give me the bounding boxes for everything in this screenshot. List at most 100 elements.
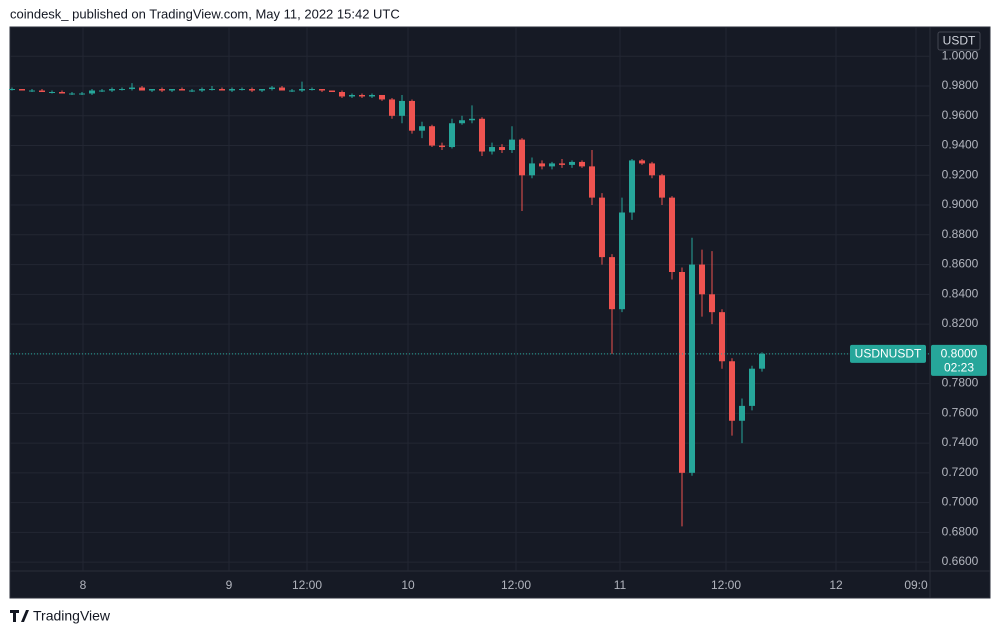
candle-body [699, 264, 705, 295]
candle-body [399, 100, 405, 116]
y-tick-label: 0.8400 [942, 286, 979, 300]
candle-body [329, 90, 335, 93]
candle-body [509, 139, 515, 151]
candle-body [79, 93, 85, 95]
x-tick-label: 11 [614, 578, 627, 592]
candle-body [199, 89, 205, 91]
candle-body [479, 118, 485, 152]
candle-body [659, 175, 665, 198]
candle-body [209, 89, 215, 91]
candle-body [489, 147, 495, 152]
chart-title: coindesk_ published on TradingView.com, … [10, 6, 400, 21]
candle-body [249, 89, 255, 91]
y-tick-label: 0.8600 [942, 257, 979, 271]
countdown-label: 02:23 [944, 360, 974, 374]
candle-body [549, 163, 555, 167]
candle-body [739, 405, 745, 421]
x-tick-label: 12:00 [501, 578, 531, 592]
candle-body [629, 160, 635, 213]
y-tick-label: 0.7200 [942, 465, 979, 479]
candle-body [589, 166, 595, 198]
currency-box [937, 31, 981, 51]
candle-body [309, 89, 315, 91]
y-tick-label: 0.8800 [942, 227, 979, 241]
candle-body [129, 87, 135, 90]
candle-body [419, 126, 425, 131]
candle-body [379, 94, 385, 100]
chart-background [9, 26, 991, 599]
candle-body [219, 89, 225, 91]
candle-body [719, 312, 725, 362]
candle-body [649, 163, 655, 176]
candle-body [109, 89, 115, 91]
candle-body [279, 87, 285, 91]
candle-body [39, 90, 45, 93]
axis-labels: 0.6600 0.6800 0.7000 0.7200 0.7400 0.7600 0.78… [80, 48, 987, 592]
candle-body [529, 163, 535, 176]
candle-body [539, 163, 545, 167]
candle-body [149, 89, 155, 91]
candle-body [559, 163, 565, 165]
y-tick-label: 0.7800 [942, 376, 979, 390]
candle-body [519, 139, 525, 176]
candle-body [159, 89, 165, 91]
last-price-label: 0.8000 [941, 346, 978, 360]
x-tick-label: 12:00 [292, 578, 322, 592]
y-tick-label: 1.0000 [942, 48, 979, 62]
candle-body [49, 92, 55, 94]
candle-body [359, 94, 365, 97]
candle-body [229, 89, 235, 91]
candle-body [19, 89, 25, 91]
symbol-box [850, 344, 926, 363]
footer-logo: TradingView [10, 608, 111, 624]
candle-body [429, 126, 435, 146]
candle-body [749, 368, 755, 406]
candle-body [319, 89, 325, 91]
candle-body [759, 353, 765, 369]
candle-body [709, 294, 715, 313]
candle-body [139, 87, 145, 91]
candle-body [59, 92, 65, 94]
candle-body [339, 92, 345, 97]
candle-body [69, 93, 75, 95]
y-tick-label: 0.7400 [942, 435, 979, 449]
candle-body [89, 90, 95, 94]
candle-body [9, 89, 15, 91]
candle-body [389, 99, 395, 116]
candle-body [599, 197, 605, 258]
x-tick-label: 9 [226, 578, 233, 592]
candle-body [459, 120, 465, 124]
candles [9, 81, 930, 527]
candle-body [369, 94, 375, 97]
candle-body [469, 118, 475, 121]
candle-body [499, 147, 505, 151]
symbol-label: USDNUSDT [855, 346, 922, 360]
candle-body [29, 90, 35, 92]
candle-body [259, 89, 265, 91]
candle-body [169, 89, 175, 91]
y-tick-label: 0.9000 [942, 197, 979, 211]
candle-body [449, 123, 455, 148]
x-tick-label: 10 [401, 578, 415, 592]
candle-body [639, 160, 645, 164]
y-tick-label: 0.7000 [942, 495, 979, 509]
y-tick-label: 0.7600 [942, 405, 979, 419]
y-tick-label: 0.9200 [942, 167, 979, 181]
footer-text: TradingView [33, 608, 111, 624]
candle-body [269, 87, 275, 90]
candle-body [579, 161, 585, 167]
y-tick-label: 0.9600 [942, 108, 979, 122]
candle-body [619, 212, 625, 310]
logo-mark [10, 610, 29, 622]
x-tick-label: 09:0 [904, 578, 928, 592]
y-tick-label: 0.6800 [942, 524, 979, 538]
candle-body [669, 197, 675, 273]
y-tick-label: 0.6600 [942, 554, 979, 568]
grid [10, 27, 930, 571]
x-tick-label: 12:00 [711, 578, 741, 592]
last-price-box [931, 344, 987, 376]
currency-label: USDT [943, 34, 976, 48]
candle-body [679, 272, 685, 473]
x-tick-label: 8 [80, 578, 87, 592]
